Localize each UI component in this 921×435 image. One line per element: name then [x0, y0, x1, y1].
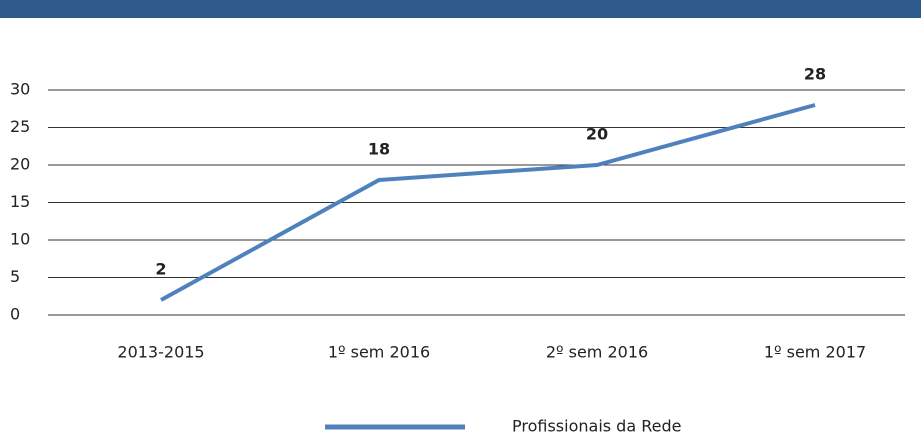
line: [160, 103, 816, 302]
x-tick-label: 1º sem 2016: [328, 343, 430, 362]
legend-label: Profissionais da Rede: [512, 417, 681, 435]
y-tick-label: 10: [10, 230, 30, 249]
y-tick-label: 25: [10, 117, 30, 136]
data-label: 18: [368, 140, 390, 159]
y-tick-label: 5: [10, 267, 20, 286]
y-tick-label: 15: [10, 192, 30, 211]
data-label: 28: [804, 65, 826, 84]
x-tick-label: 1º sem 2017: [764, 343, 866, 362]
y-tick-label: 20: [10, 155, 30, 174]
header-bar: [0, 0, 921, 18]
x-tick-label: 2º sem 2016: [546, 343, 648, 362]
y-tick-label: 0: [10, 305, 20, 324]
data-label: 2: [155, 260, 166, 279]
data-label: 20: [586, 125, 608, 144]
y-tick-label: 30: [10, 80, 30, 99]
x-tick-label: 2013-2015: [117, 343, 204, 362]
